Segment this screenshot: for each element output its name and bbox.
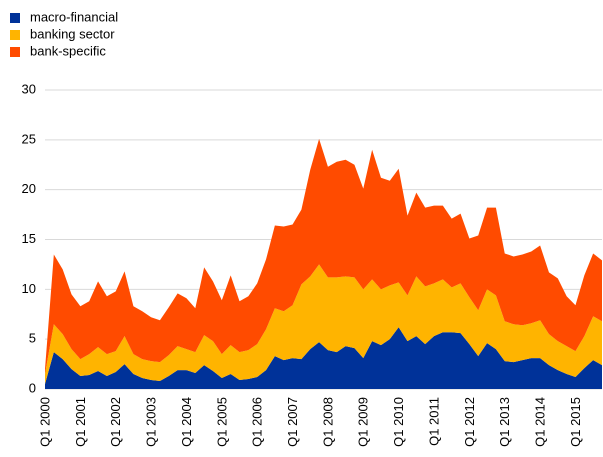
x-tick-label: Q1 2015: [568, 397, 583, 447]
area: [45, 327, 602, 389]
x-tick-label: Q1 2000: [37, 397, 52, 447]
y-tick-label: 30: [22, 81, 36, 96]
y-tick-label: 10: [22, 281, 36, 296]
x-tick-label: Q1 2004: [179, 397, 194, 447]
y-tick-label: 20: [22, 181, 36, 196]
y-tick-label: 5: [29, 331, 36, 346]
area: [45, 264, 602, 385]
x-tick-label: Q1 2010: [391, 397, 406, 447]
x-tick-label: Q1 2001: [73, 397, 88, 447]
legend-label: banking sector: [30, 26, 115, 41]
x-tick-label: Q1 2012: [462, 397, 477, 447]
y-tick-label: 25: [22, 131, 36, 146]
x-tick-label: Q1 2008: [320, 397, 335, 447]
area: [45, 138, 602, 375]
x-tick-label: Q1 2014: [533, 397, 548, 447]
x-tick-label: Q1 2003: [144, 397, 159, 447]
legend-swatch: [10, 47, 20, 57]
y-tick-label: 0: [29, 380, 36, 395]
x-tick-label: Q1 2006: [250, 397, 265, 447]
y-tick-label: 15: [22, 231, 36, 246]
x-tick-label: Q1 2011: [426, 397, 441, 446]
x-tick-label: Q1 2002: [108, 397, 123, 447]
legend-label: macro-financial: [30, 9, 118, 24]
x-tick-label: Q1 2007: [285, 397, 300, 447]
x-tick-label: Q1 2005: [214, 397, 229, 447]
legend-swatch: [10, 30, 20, 40]
legend-swatch: [10, 13, 20, 23]
x-tick-label: Q1 2013: [497, 397, 512, 447]
legend-label: bank-specific: [30, 43, 106, 58]
x-tick-label: Q1 2009: [356, 397, 371, 447]
